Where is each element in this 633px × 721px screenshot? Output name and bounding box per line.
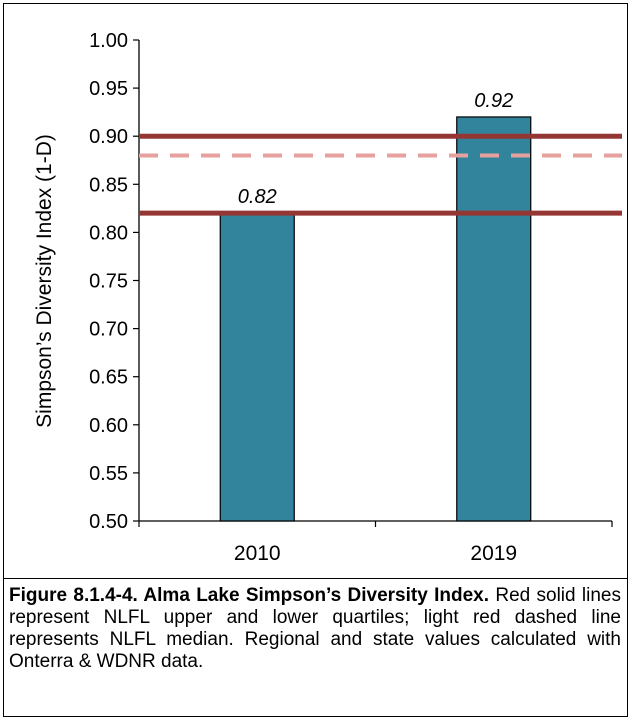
y-tick-label: 0.55 <box>89 463 128 485</box>
y-tick-label: 0.75 <box>89 271 128 293</box>
caption-body: Red solid lines represent NLFL upper and… <box>9 585 621 672</box>
data-label: 0.82 <box>238 186 277 208</box>
data-labels: 0.82 0.92 <box>238 90 513 208</box>
y-tick-label: 0.90 <box>89 126 128 148</box>
y-tick-label: 0.80 <box>89 222 128 244</box>
reference-lines <box>139 133 622 216</box>
y-axis-label: Simpson’s Diversity Index (1-D) <box>33 134 56 428</box>
y-tick-label: 0.60 <box>89 415 128 437</box>
bar-series <box>219 116 532 522</box>
y-tick-label: 0.70 <box>89 319 128 341</box>
y-tick-label: 0.65 <box>89 367 128 389</box>
bar <box>219 212 295 522</box>
x-tick-label: 2019 <box>470 542 517 565</box>
caption-divider <box>3 578 628 579</box>
y-tick-label: 1.00 <box>89 30 128 52</box>
y-tick-label: 0.85 <box>89 174 128 196</box>
chart-axes: 0.50 0.55 0.60 0.65 0.70 0.75 0.80 0.85 0.90 0.95… <box>89 30 613 565</box>
y-tick-label: 0.95 <box>89 78 128 100</box>
bar <box>456 116 532 522</box>
y-tick-label: 0.50 <box>89 511 128 533</box>
data-label: 0.92 <box>474 90 513 112</box>
figure-caption: Figure 8.1.4-4. Alma Lake Simpson’s Dive… <box>9 585 621 673</box>
x-tick-label: 2010 <box>234 542 281 565</box>
caption-title: Figure 8.1.4-4. Alma Lake Simpson’s Dive… <box>9 585 490 606</box>
bar-chart: 0.50 0.55 0.60 0.65 0.70 0.75 0.80 0.85 0.90 0.95… <box>33 30 622 565</box>
